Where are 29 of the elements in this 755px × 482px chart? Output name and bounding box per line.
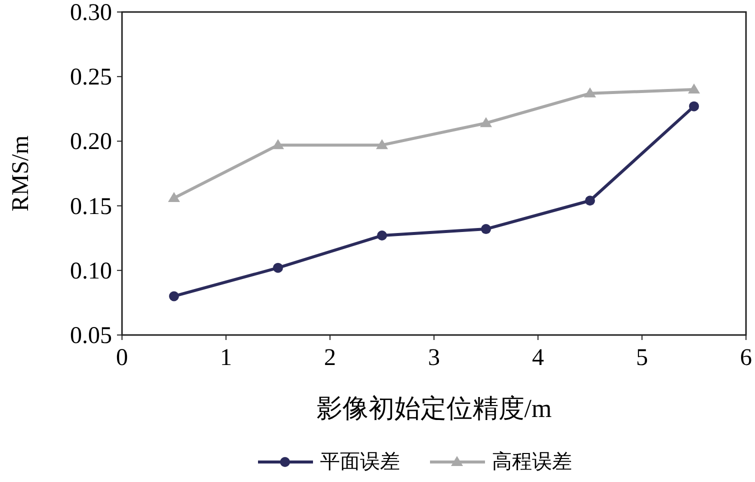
point — [481, 224, 491, 234]
y-tick-label: 0.30 — [70, 0, 112, 26]
x-tick-label: 2 — [324, 345, 336, 371]
point — [169, 291, 179, 302]
point — [376, 139, 388, 150]
x-tick-label: 4 — [532, 345, 544, 371]
y-tick-label: 0.15 — [70, 194, 112, 220]
point — [273, 262, 283, 273]
point — [688, 84, 700, 94]
x-axis-title: 影像初始定位精度/m — [316, 394, 552, 423]
legend-label: 平面误差 — [320, 451, 400, 473]
point — [584, 87, 596, 98]
point — [689, 101, 699, 112]
y-tick-label: 0.25 — [70, 64, 112, 91]
y-axis-title: RMS/m — [8, 135, 34, 212]
x-tick-label: 5 — [636, 345, 648, 371]
x-tick-label: 3 — [428, 345, 440, 371]
y-tick-label: 0.05 — [70, 323, 112, 349]
x-tick-label: 6 — [740, 345, 752, 371]
point — [585, 196, 595, 206]
point — [168, 192, 180, 202]
x-tick-label: 0 — [116, 345, 128, 371]
y-tick-label: 0.20 — [70, 129, 112, 156]
y-tick-label: 0.10 — [70, 258, 112, 284]
point — [377, 230, 387, 241]
point — [272, 139, 284, 150]
x-tick-label: 1 — [220, 345, 232, 371]
legend-label: 高程误差 — [492, 450, 572, 473]
point — [480, 117, 492, 128]
